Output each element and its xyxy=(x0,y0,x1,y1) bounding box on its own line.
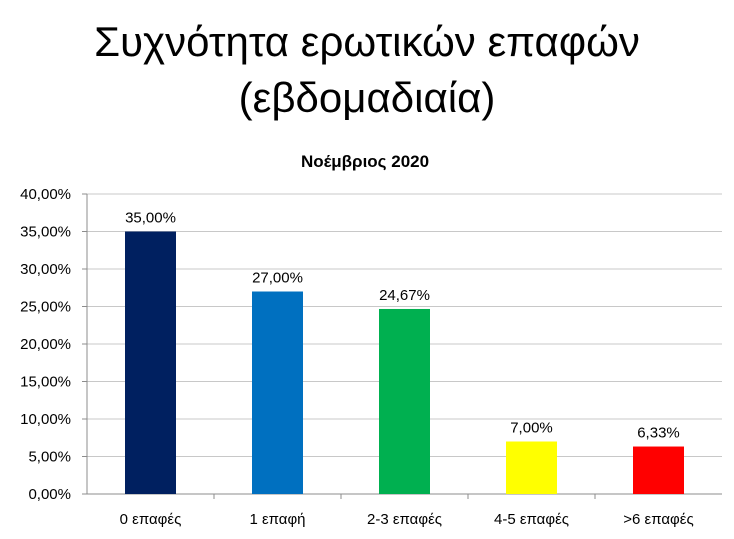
x-tick-label: >6 επαφές xyxy=(623,511,693,528)
x-tick-label: 1 επαφή xyxy=(249,511,305,528)
y-tick-label: 35,00% xyxy=(20,224,71,241)
data-label: 7,00% xyxy=(510,420,553,437)
x-tick-label: 0 επαφές xyxy=(120,511,182,528)
y-tick-label: 20,00% xyxy=(20,336,71,353)
x-axis: 0 επαφές 1 επαφή 2-3 επαφές 4-5 επαφές >6 επ… xyxy=(120,494,694,528)
bar xyxy=(633,446,684,494)
y-tick-label: 10,00% xyxy=(20,411,71,428)
x-tick-label: 4-5 επαφές xyxy=(494,511,569,528)
bar xyxy=(506,441,557,494)
y-axis: 0,00% 5,00% 10,00% 15,00% 20,00% 25,00% 30,00%… xyxy=(20,186,88,503)
slide-title-line-1: Συχνότητα ερωτικών επαφών xyxy=(94,18,640,65)
x-tick-label: 2-3 επαφές xyxy=(367,511,442,528)
y-tick-label: 15,00% xyxy=(20,374,71,391)
chart-title: Νοέμβριος 2020 xyxy=(301,152,429,171)
bar xyxy=(125,231,176,494)
bars: 35,00% 27,00% 24,67% 7,00% 6,33% xyxy=(125,210,684,494)
y-tick-label: 40,00% xyxy=(20,186,71,203)
data-label: 35,00% xyxy=(125,210,176,227)
bar xyxy=(379,308,430,494)
y-tick-label: 25,00% xyxy=(20,299,71,316)
data-label: 24,67% xyxy=(379,287,430,304)
data-label: 6,33% xyxy=(637,425,680,442)
y-tick-label: 30,00% xyxy=(20,261,71,278)
y-tick-label: 5,00% xyxy=(28,449,71,466)
y-tick-label: 0,00% xyxy=(28,486,71,503)
slide-title-line-2: (εβδομαδιαία) xyxy=(238,74,496,121)
bar xyxy=(252,291,303,494)
data-label: 27,00% xyxy=(252,270,303,287)
slide-title: Συχνότητα ερωτικών επαφών (εβδομαδιαία) xyxy=(0,14,734,126)
